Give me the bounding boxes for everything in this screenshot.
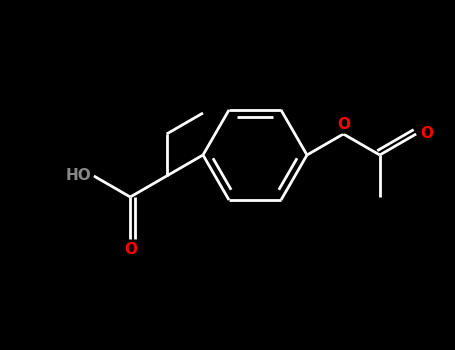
Text: O: O (124, 242, 137, 257)
Text: HO: HO (65, 168, 91, 183)
Text: O: O (337, 117, 350, 132)
Text: O: O (420, 126, 433, 141)
